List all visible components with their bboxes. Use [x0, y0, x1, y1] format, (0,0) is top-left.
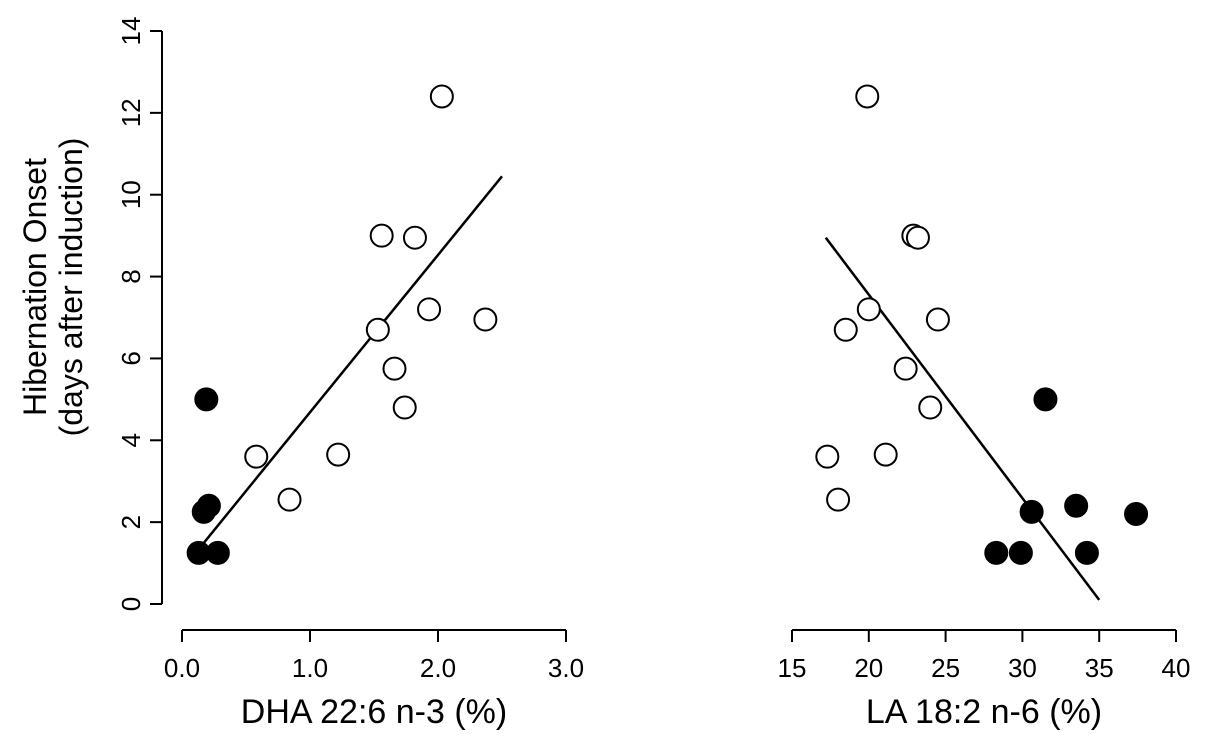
y-tick-label: 6 — [116, 351, 146, 365]
right-points-group — [815, 84, 1149, 565]
la-point-filled — [984, 540, 1009, 565]
la-point-open — [815, 444, 840, 469]
right-axes: 15 20 25 30 35 40 — [778, 629, 1191, 683]
la-point-open — [873, 442, 898, 467]
la-x-tick-label: 30 — [1008, 653, 1037, 683]
left-axes: 0.0 1.0 2.0 3.0 0 2 4 6 8 10 12 14 — [116, 17, 584, 683]
y-axis-title-line2: (days after induction) — [53, 138, 89, 437]
dha-trendline — [196, 175, 503, 552]
y-tick-label-group: 6 — [116, 351, 146, 365]
la-x-tick-label: 35 — [1085, 653, 1114, 683]
dha-point-open — [382, 356, 407, 381]
x-axis-title-la: LA 18:2 n-6 (%) — [866, 693, 1102, 731]
y-tick-label: 10 — [116, 180, 146, 209]
left-trendline-group — [196, 175, 503, 552]
x-axis-title-dha: DHA 22:6 n-3 (%) — [241, 693, 507, 731]
la-point-filled — [1074, 540, 1099, 565]
la-point-open — [856, 297, 881, 322]
la-x-tick-label: 25 — [931, 653, 960, 683]
la-trendline — [824, 236, 1101, 601]
y-tick-label-group: 0 — [116, 597, 146, 611]
y-tick-label-group: 2 — [116, 515, 146, 529]
dha-point-filled — [194, 387, 219, 412]
la-point-open — [905, 225, 930, 250]
dha-point-open — [244, 444, 269, 469]
dha-point-open — [326, 442, 351, 467]
dha-point-open — [417, 297, 442, 322]
la-point-filled — [1124, 501, 1149, 526]
la-point-open — [826, 487, 851, 512]
dha-x-tick-label: 2.0 — [420, 653, 456, 683]
la-point-filled — [1008, 540, 1033, 565]
la-point-open — [833, 317, 858, 342]
y-tick-label: 8 — [116, 269, 146, 283]
la-point-filled — [1033, 387, 1058, 412]
left-points-group — [186, 84, 498, 565]
y-tick-label: 12 — [116, 98, 146, 127]
y-tick-label-group: 14 — [116, 17, 146, 46]
y-axis-title-line1: Hibernation Onset — [17, 158, 53, 416]
y-tick-label: 2 — [116, 515, 146, 529]
panel-dha: 0.0 1.0 2.0 3.0 0 2 4 6 8 10 12 14 DHA 22:6 n-3 (%) — [116, 17, 584, 731]
y-tick-label-group: 12 — [116, 98, 146, 127]
y-tick-label-group: 10 — [116, 180, 146, 209]
la-x-tick-label: 20 — [854, 653, 883, 683]
dha-x-tick-label: 3.0 — [548, 653, 584, 683]
la-point-open — [925, 307, 950, 332]
dha-x-tick-label: 0.0 — [164, 653, 200, 683]
y-tick-label-group: 4 — [116, 433, 146, 447]
la-x-tick-label: 40 — [1162, 653, 1191, 683]
dha-x-tick-label: 1.0 — [292, 653, 328, 683]
panel-la: 15 20 25 30 35 40 LA 18:2 n-6 (%) — [778, 84, 1191, 731]
y-axis-title-group: Hibernation Onset (days after induction) — [17, 138, 89, 437]
la-point-filled — [1019, 499, 1044, 524]
dha-point-open — [402, 225, 427, 250]
y-tick-label: 4 — [116, 433, 146, 447]
dha-point-filled — [196, 493, 221, 518]
dha-point-open — [429, 84, 454, 109]
la-point-open — [918, 395, 943, 420]
y-tick-label: 0 — [116, 597, 146, 611]
la-x-tick-label: 15 — [778, 653, 807, 683]
dha-point-open — [473, 307, 498, 332]
dha-point-open — [392, 395, 417, 420]
dha-point-open — [369, 223, 394, 248]
right-trendline-group — [824, 236, 1101, 601]
dha-point-open — [277, 487, 302, 512]
y-tick-label: 14 — [116, 17, 146, 46]
dha-point-filled — [205, 540, 230, 565]
y-tick-label-group: 8 — [116, 269, 146, 283]
dha-point-open — [365, 317, 390, 342]
la-point-open — [893, 356, 918, 381]
la-point-open — [855, 84, 880, 109]
la-point-filled — [1064, 493, 1089, 518]
